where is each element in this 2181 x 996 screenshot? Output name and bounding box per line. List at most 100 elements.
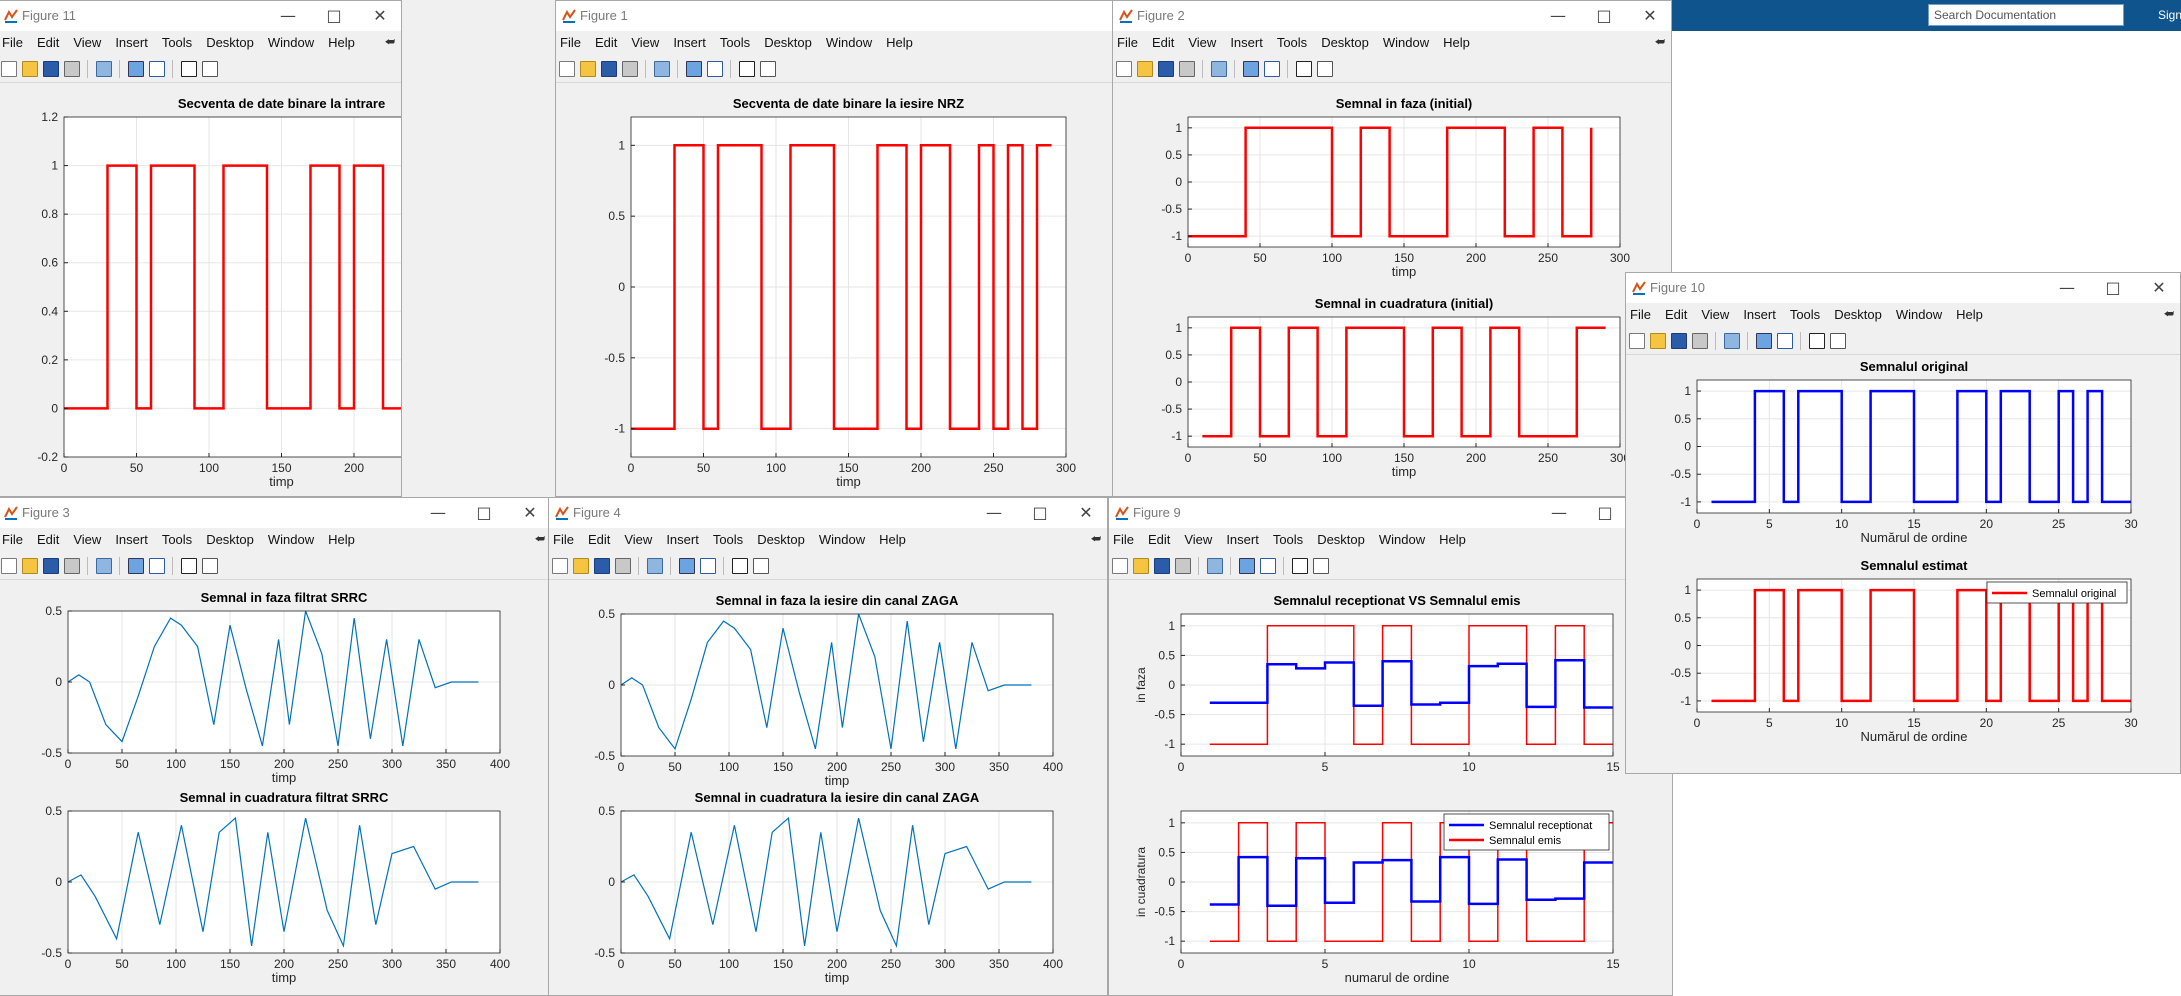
menu-help[interactable]: Help <box>1439 532 1466 547</box>
link-plot-icon[interactable] <box>654 61 670 77</box>
property-inspector-icon[interactable] <box>202 61 218 77</box>
menu-edit[interactable]: Edit <box>36 35 60 50</box>
edit-plot-icon[interactable] <box>732 558 748 574</box>
close-button[interactable]: ✕ <box>1643 6 1657 25</box>
maximize-button[interactable]: □ <box>2105 278 2121 297</box>
property-inspector-icon[interactable] <box>1830 333 1846 349</box>
menu-tools[interactable]: Tools <box>161 532 193 547</box>
print-icon[interactable] <box>64 558 80 574</box>
open-folder-icon[interactable] <box>580 61 596 77</box>
property-inspector-icon[interactable] <box>202 558 218 574</box>
menu-window[interactable]: Window <box>825 35 873 50</box>
legend[interactable]: Semnalul receptionat Semnalul emis <box>1443 813 1610 851</box>
link-plot-icon[interactable] <box>1724 333 1740 349</box>
new-file-icon[interactable] <box>559 61 575 77</box>
menu-help[interactable]: Help <box>328 35 355 50</box>
minimize-button[interactable]: — <box>280 6 296 25</box>
title-bar[interactable]: Figure 4 — □ ✕ <box>549 498 1107 528</box>
menu-help[interactable]: Help <box>328 532 355 547</box>
menu-edit[interactable]: Edit <box>36 532 60 547</box>
edit-plot-icon[interactable] <box>1809 333 1825 349</box>
menu-view[interactable]: View <box>624 532 653 547</box>
menu-view[interactable]: View <box>631 35 660 50</box>
menu-desktop[interactable]: Desktop <box>757 532 805 547</box>
menu-help[interactable]: Help <box>1443 35 1470 50</box>
axes[interactable]: 0 50 100 150 200 250 300 -1 -0.5 0 0.5 1 Semnal in f… <box>1161 96 1630 279</box>
axes[interactable]: 0 50 100 150 200 250 300 -1 -0.5 0 0.5 1 Secventa de… <box>604 96 1076 489</box>
insert-colorbar-icon[interactable] <box>1243 61 1259 77</box>
new-file-icon[interactable] <box>1 558 17 574</box>
dock-arrow-icon[interactable]: ⮨ <box>534 533 545 545</box>
edit-plot-icon[interactable] <box>1292 558 1308 574</box>
dock-arrow-icon[interactable]: ⮨ <box>2163 308 2174 320</box>
menu-insert[interactable]: Insert <box>115 35 148 50</box>
menu-file[interactable]: File <box>1113 532 1134 547</box>
insert-legend-icon[interactable] <box>707 61 723 77</box>
close-button[interactable]: ✕ <box>523 503 537 522</box>
legend[interactable]: Semnalul original <box>1986 581 2128 604</box>
save-icon[interactable] <box>1154 558 1170 574</box>
menu-edit[interactable]: Edit <box>1664 307 1688 322</box>
menu-edit[interactable]: Edit <box>1151 35 1175 50</box>
save-icon[interactable] <box>43 61 59 77</box>
menu-desktop[interactable]: Desktop <box>1834 307 1882 322</box>
insert-colorbar-icon[interactable] <box>686 61 702 77</box>
open-folder-icon[interactable] <box>1137 61 1153 77</box>
property-inspector-icon[interactable] <box>753 558 769 574</box>
menu-file[interactable]: File <box>553 532 574 547</box>
title-bar[interactable]: Figure 2 — □ ✕ <box>1113 1 1671 31</box>
menu-desktop[interactable]: Desktop <box>206 35 254 50</box>
insert-legend-icon[interactable] <box>149 558 165 574</box>
minimize-button[interactable]: — <box>1550 6 1566 25</box>
link-plot-icon[interactable] <box>647 558 663 574</box>
minimize-button[interactable]: — <box>1551 503 1567 522</box>
title-bar[interactable]: Figure 3 — □ ✕ <box>0 498 551 528</box>
menu-desktop[interactable]: Desktop <box>206 532 254 547</box>
insert-legend-icon[interactable] <box>1260 558 1276 574</box>
property-inspector-icon[interactable] <box>1313 558 1329 574</box>
save-icon[interactable] <box>601 61 617 77</box>
open-folder-icon[interactable] <box>573 558 589 574</box>
insert-legend-icon[interactable] <box>700 558 716 574</box>
menu-window[interactable]: Window <box>1378 532 1426 547</box>
insert-colorbar-icon[interactable] <box>1239 558 1255 574</box>
insert-colorbar-icon[interactable] <box>679 558 695 574</box>
new-file-icon[interactable] <box>552 558 568 574</box>
insert-legend-icon[interactable] <box>149 61 165 77</box>
menu-tools[interactable]: Tools <box>712 532 744 547</box>
close-button[interactable]: ✕ <box>1079 503 1093 522</box>
print-icon[interactable] <box>622 61 638 77</box>
link-plot-icon[interactable] <box>1207 558 1223 574</box>
sign-in-link[interactable]: Sign <box>2158 8 2181 22</box>
menu-help[interactable]: Help <box>886 35 913 50</box>
new-file-icon[interactable] <box>1112 558 1128 574</box>
search-documentation-input[interactable]: Search Documentation <box>1928 4 2124 26</box>
menu-edit[interactable]: Edit <box>1147 532 1171 547</box>
print-icon[interactable] <box>1692 333 1708 349</box>
insert-legend-icon[interactable] <box>1777 333 1793 349</box>
dock-arrow-icon[interactable]: ⮨ <box>384 36 395 48</box>
print-icon[interactable] <box>64 61 80 77</box>
menu-file[interactable]: File <box>1117 35 1138 50</box>
menu-edit[interactable]: Edit <box>587 532 611 547</box>
edit-plot-icon[interactable] <box>1296 61 1312 77</box>
save-icon[interactable] <box>594 558 610 574</box>
insert-colorbar-icon[interactable] <box>128 61 144 77</box>
print-icon[interactable] <box>1175 558 1191 574</box>
menu-insert[interactable]: Insert <box>115 532 148 547</box>
menu-tools[interactable]: Tools <box>1276 35 1308 50</box>
maximize-button[interactable]: □ <box>1032 503 1048 522</box>
menu-insert[interactable]: Insert <box>1743 307 1776 322</box>
new-file-icon[interactable] <box>1 61 17 77</box>
maximize-button[interactable]: □ <box>326 6 342 25</box>
menu-edit[interactable]: Edit <box>594 35 618 50</box>
property-inspector-icon[interactable] <box>760 61 776 77</box>
menu-tools[interactable]: Tools <box>719 35 751 50</box>
menu-desktop[interactable]: Desktop <box>1317 532 1365 547</box>
menu-help[interactable]: Help <box>879 532 906 547</box>
open-folder-icon[interactable] <box>1133 558 1149 574</box>
